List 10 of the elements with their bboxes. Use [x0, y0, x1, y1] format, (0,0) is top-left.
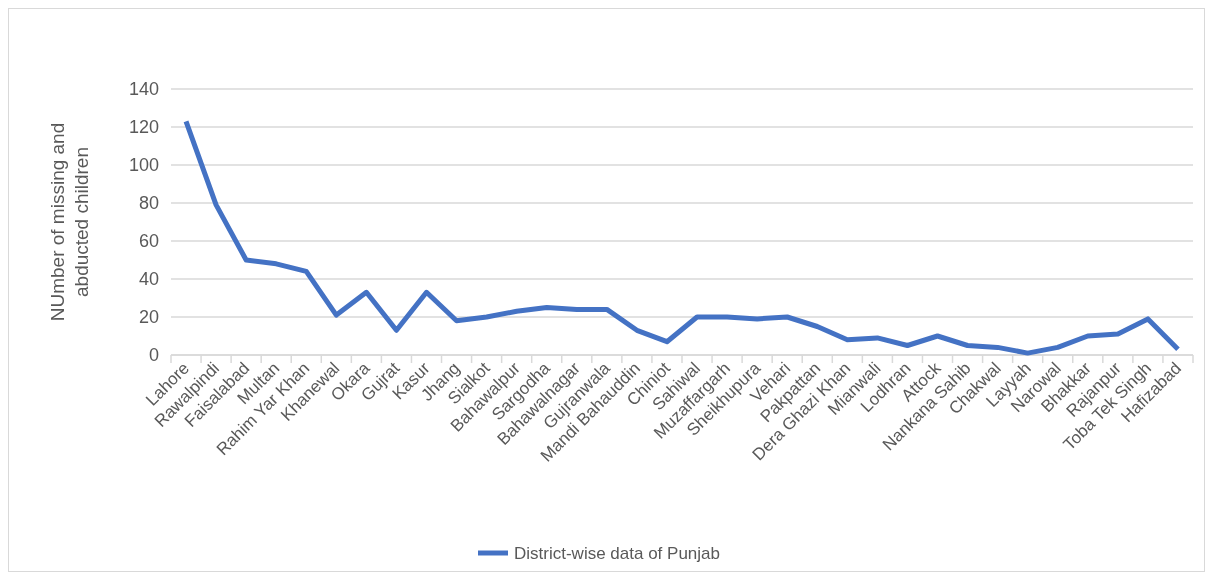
y-tick-label: 0 [148, 345, 159, 366]
y-tick-label: 100 [128, 155, 159, 176]
y-tick-label: 80 [138, 193, 159, 214]
y-tick-label: 140 [128, 79, 159, 100]
y-tick-label: 120 [128, 117, 159, 138]
legend-label: District-wise data of Punjab [514, 543, 720, 563]
y-axis-title: NUmber of missing and abducted children [47, 122, 92, 322]
y-tick-label: 20 [138, 307, 159, 328]
y-tick-label: 60 [138, 231, 159, 252]
y-tick-label: 40 [138, 269, 159, 290]
